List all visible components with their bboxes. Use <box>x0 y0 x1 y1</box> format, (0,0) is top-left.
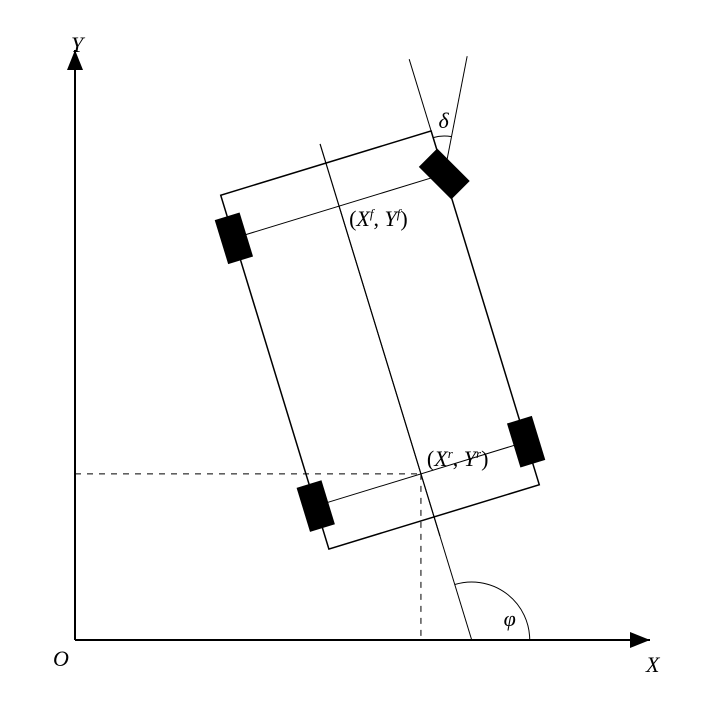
phi-label: φ <box>504 606 516 631</box>
delta-label: δ <box>439 108 450 133</box>
kinematic-diagram: O X Yφ δ (Xf, Yf) (Xr, Yr) <box>0 0 711 713</box>
rear-point-label: (Xr, Yr) <box>427 446 488 471</box>
heading-line-to-axis <box>339 206 472 640</box>
front-left-wheel <box>215 212 253 264</box>
origin-label: O <box>53 646 69 671</box>
vehicle <box>186 43 599 572</box>
rear-right-wheel <box>507 416 545 468</box>
rear-left-wheel <box>297 480 335 532</box>
front-point-label: (Xf, Yf) <box>349 206 408 231</box>
y-axis-label: Y <box>71 32 86 57</box>
phi-arc <box>455 582 530 640</box>
delta-arc <box>433 132 451 141</box>
x-axis-label: X <box>645 652 661 677</box>
